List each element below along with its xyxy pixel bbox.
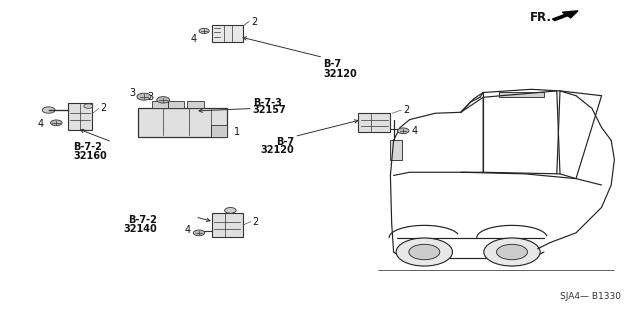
Text: 2: 2 [100, 103, 107, 114]
Circle shape [225, 208, 236, 213]
FancyArrow shape [552, 11, 578, 20]
Text: 2: 2 [251, 17, 257, 26]
FancyBboxPatch shape [138, 108, 227, 137]
Text: 2: 2 [403, 105, 410, 115]
FancyBboxPatch shape [68, 103, 92, 130]
Circle shape [157, 97, 170, 103]
Circle shape [497, 244, 527, 260]
Text: B-7: B-7 [276, 137, 294, 146]
Text: B-7: B-7 [323, 59, 341, 69]
FancyBboxPatch shape [390, 140, 402, 160]
Text: B-7-2: B-7-2 [128, 215, 157, 225]
Text: 32157: 32157 [253, 106, 287, 115]
Circle shape [193, 230, 205, 236]
Circle shape [396, 238, 452, 266]
FancyBboxPatch shape [499, 92, 544, 97]
Circle shape [397, 128, 409, 134]
Text: 4: 4 [191, 34, 197, 44]
Text: 4: 4 [184, 225, 191, 235]
Circle shape [484, 238, 540, 266]
Circle shape [409, 244, 440, 260]
Text: 1: 1 [234, 127, 240, 137]
Text: 4: 4 [37, 119, 44, 130]
Circle shape [137, 93, 151, 100]
Text: FR.: FR. [530, 11, 552, 24]
FancyBboxPatch shape [152, 101, 168, 108]
Text: B-7-3: B-7-3 [253, 99, 282, 108]
Circle shape [199, 28, 209, 33]
Text: 32120: 32120 [323, 69, 357, 78]
FancyBboxPatch shape [358, 113, 390, 132]
Text: 3: 3 [147, 92, 154, 102]
FancyBboxPatch shape [212, 25, 243, 42]
Text: SJA4— B1330: SJA4— B1330 [560, 293, 621, 301]
Text: 4: 4 [412, 126, 418, 136]
Text: 32140: 32140 [123, 224, 157, 234]
Text: 3: 3 [129, 87, 136, 98]
Text: 32120: 32120 [260, 145, 294, 155]
Circle shape [51, 120, 62, 126]
Text: 32160: 32160 [74, 151, 108, 161]
Text: B-7-2: B-7-2 [74, 142, 102, 152]
Circle shape [84, 104, 93, 108]
FancyBboxPatch shape [212, 213, 243, 237]
FancyBboxPatch shape [211, 125, 227, 137]
FancyBboxPatch shape [187, 101, 204, 108]
Circle shape [42, 107, 55, 113]
FancyBboxPatch shape [168, 101, 184, 108]
Text: 2: 2 [252, 217, 259, 227]
